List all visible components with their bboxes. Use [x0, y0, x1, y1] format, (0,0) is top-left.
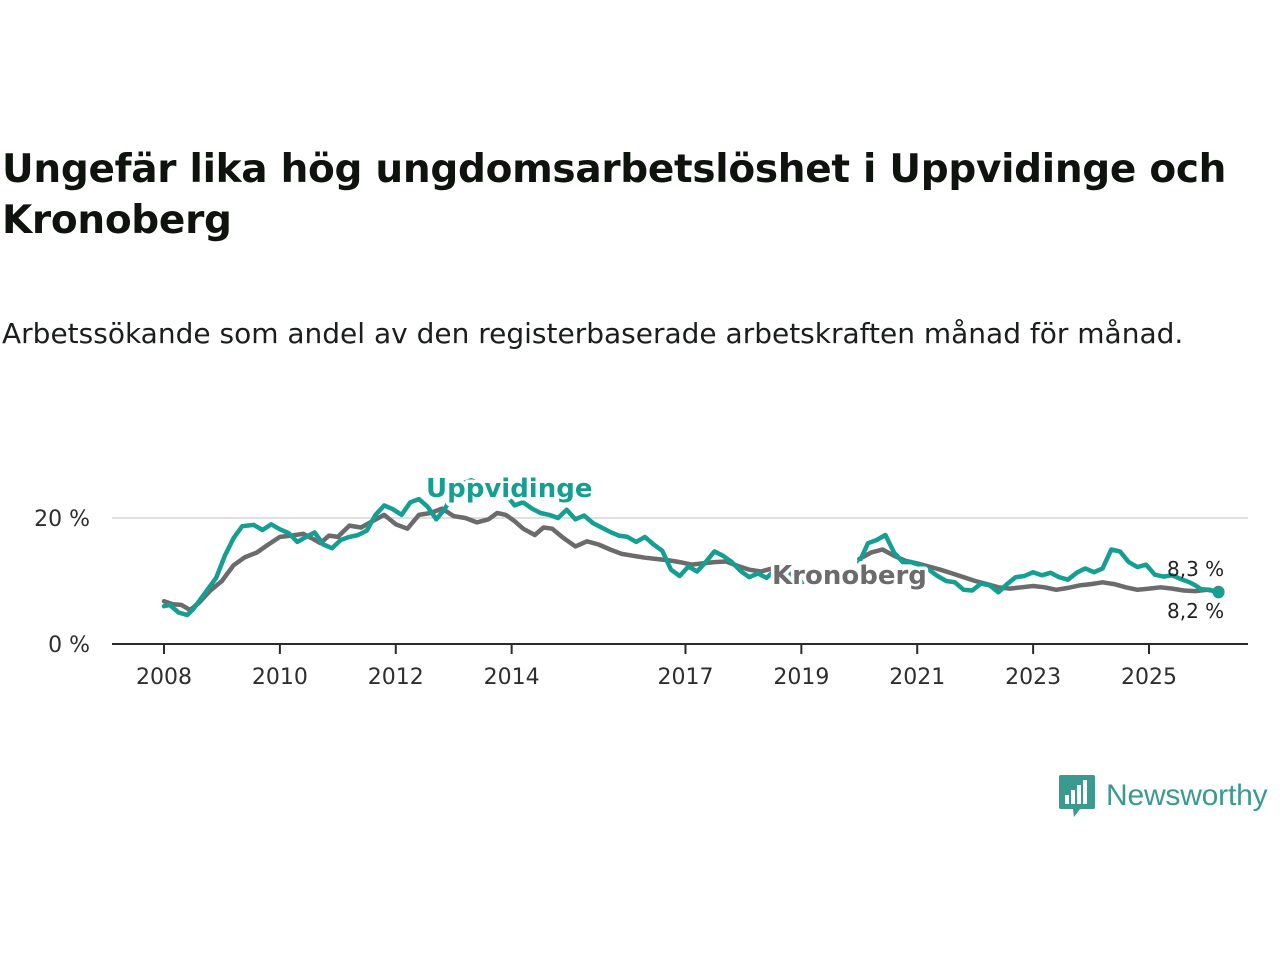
- chart-title: Ungefär lika hög ungdomsarbetslöshet i U…: [2, 147, 1227, 243]
- brand-name: Newsworthy: [1106, 779, 1268, 812]
- end-label-kronoberg: 8,3 %: [1167, 557, 1224, 581]
- x-tick-label: 2010: [252, 665, 308, 690]
- y-tick-label: 20 %: [34, 507, 90, 532]
- y-tick-label: 0 %: [48, 633, 90, 658]
- end-label-uppvidinge: 8,2 %: [1167, 599, 1224, 623]
- series-label-kronoberg: Kronoberg: [772, 561, 927, 591]
- x-tick-label: 2012: [368, 665, 424, 690]
- x-tick-label: 2023: [1005, 665, 1061, 690]
- series-line-uppvidinge-1[interactable]: [857, 532, 1221, 595]
- x-tick-label: 2025: [1121, 665, 1177, 690]
- x-tick-label: 2014: [484, 665, 540, 690]
- newsworthy-logo[interactable]: Newsworthy: [1058, 772, 1268, 820]
- series-line-uppvidinge-0[interactable]: [161, 477, 810, 618]
- label-layer: Uppvidinge Kronoberg 8,3 % 8,2 %: [423, 471, 1225, 624]
- x-tick-label: 2021: [889, 665, 945, 690]
- bar-chart-speech-bubble-icon: [1059, 775, 1095, 817]
- x-tick-label: 2017: [657, 665, 713, 690]
- series-label-uppvidinge: Uppvidinge: [426, 474, 592, 504]
- series-layer: [161, 477, 1225, 618]
- chart-subtitle: Arbetssökande som andel av den registerb…: [2, 317, 1184, 350]
- end-point-uppvidinge[interactable]: [1212, 586, 1225, 599]
- x-tick-label: 2019: [773, 665, 829, 690]
- series-line-kronoberg-0[interactable]: [161, 506, 810, 613]
- axis-layer: 0 % 20 % 2008 2010 2012 2014 2017 2019 2021 2023 2…: [34, 507, 1248, 690]
- x-tick-label: 2008: [136, 665, 192, 690]
